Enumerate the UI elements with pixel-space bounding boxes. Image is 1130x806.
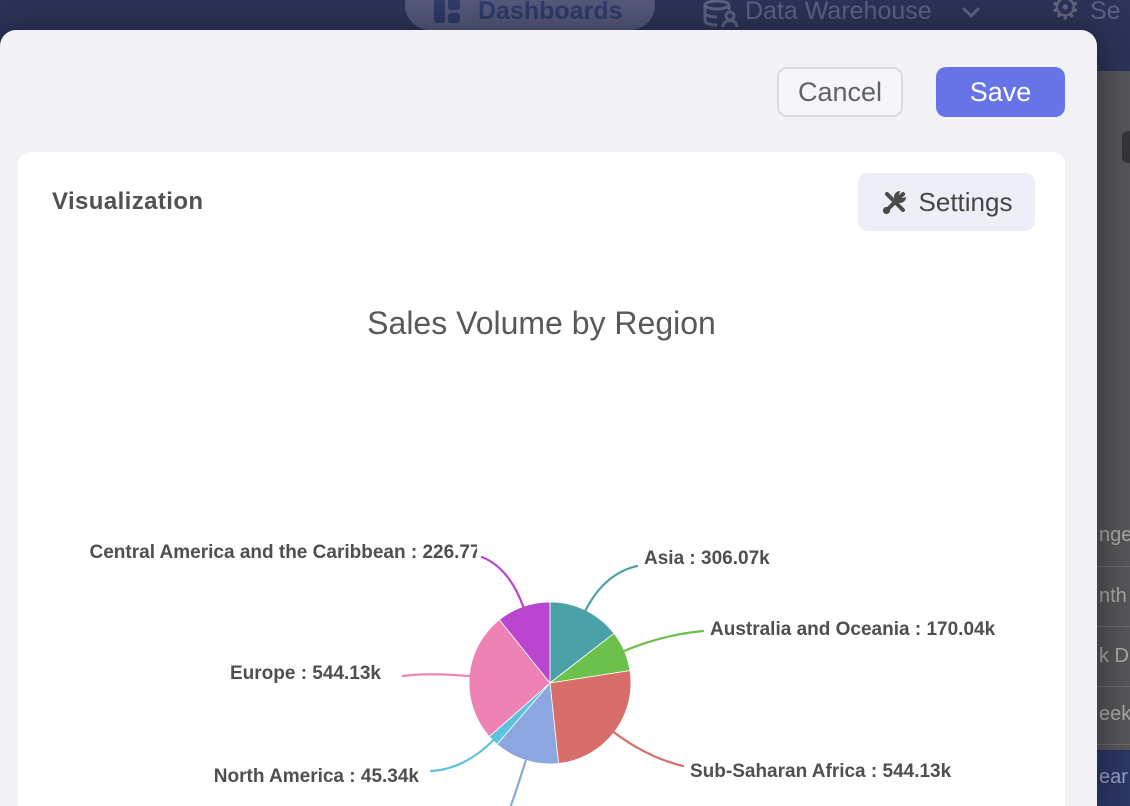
save-button[interactable]: Save bbox=[936, 67, 1065, 117]
list-divider bbox=[1097, 686, 1130, 687]
dashboard-icon bbox=[434, 0, 460, 23]
nav-label-settings-partial[interactable]: Se bbox=[1090, 0, 1121, 25]
list-divider bbox=[1097, 566, 1130, 567]
nav-label-data-warehouse[interactable]: Data Warehouse bbox=[745, 0, 932, 25]
list-item-selected-bg[interactable] bbox=[1097, 750, 1130, 806]
gear-icon[interactable]: ⚙ bbox=[1050, 0, 1081, 27]
data-warehouse-icon bbox=[703, 0, 739, 28]
list-item-fragment[interactable]: nge bbox=[1099, 524, 1130, 546]
background-page-strip bbox=[1097, 71, 1130, 806]
card-title: Visualization bbox=[52, 188, 204, 215]
list-item-fragment[interactable]: nth bbox=[1099, 585, 1127, 607]
cancel-button[interactable]: Cancel bbox=[777, 67, 903, 117]
pie-label-central-america-and-the-caribbean: Central America and the Caribbean : 226.… bbox=[89, 542, 477, 563]
visualization-card: Visualization Settings Sales Volume by R… bbox=[18, 152, 1065, 806]
wrench-screwdriver-icon bbox=[882, 191, 906, 215]
pie-label-australia-and-oceania: Australia and Oceania : 170.04k bbox=[710, 619, 996, 640]
list-divider bbox=[1097, 744, 1130, 745]
list-item-fragment-selected[interactable]: ear bbox=[1099, 766, 1128, 788]
list-item-fragment[interactable]: k D bbox=[1099, 645, 1129, 667]
pie-label-asia: Asia : 306.07k bbox=[644, 548, 770, 569]
pie-label-north-america: North America : 45.34k bbox=[213, 766, 419, 787]
truncated-character: 7 bbox=[470, 542, 477, 563]
background-button-edge bbox=[1122, 131, 1130, 163]
nav-label-dashboards[interactable]: Dashboards bbox=[478, 0, 623, 25]
settings-button[interactable]: Settings bbox=[858, 173, 1035, 231]
edit-visualization-modal: Cancel Save Visualization Settings Sales… bbox=[0, 30, 1097, 806]
pie-label-sub-saharan-africa: Sub-Saharan Africa : 544.13k bbox=[690, 761, 952, 782]
chart-title: Sales Volume by Region bbox=[367, 305, 716, 341]
list-divider bbox=[1097, 626, 1130, 627]
nav-item-dashboards[interactable] bbox=[405, 0, 655, 30]
chevron-down-icon bbox=[962, 7, 980, 19]
list-item-fragment[interactable]: eek bbox=[1099, 703, 1130, 725]
pie-label-europe: Europe : 544.13k bbox=[229, 663, 381, 684]
settings-button-label: Settings bbox=[918, 186, 1013, 217]
